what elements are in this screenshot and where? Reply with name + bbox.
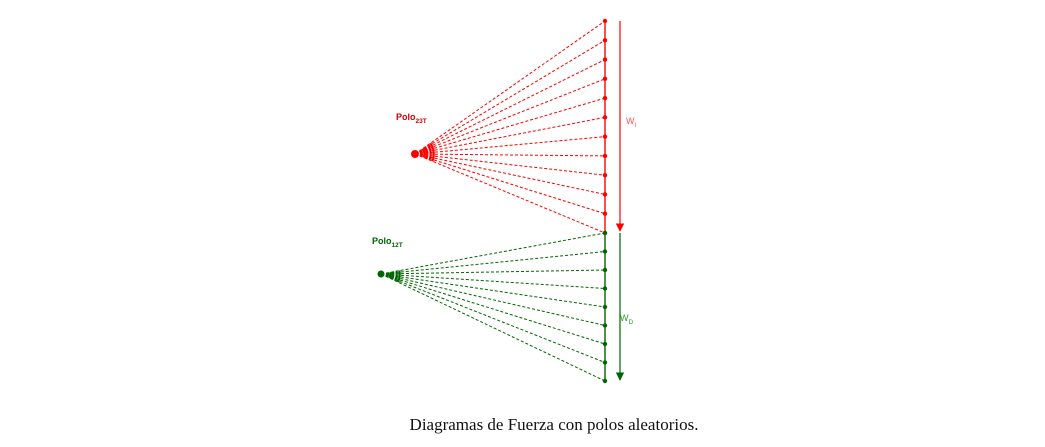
pole-arc	[421, 148, 426, 158]
pole-23t-label: Polo23T	[396, 112, 427, 125]
load-point	[602, 323, 608, 328]
pole-arc	[394, 271, 398, 282]
pole-ray	[380, 251, 606, 275]
wd-label-main: W	[620, 313, 629, 323]
load-point	[602, 153, 608, 159]
pole-ray	[414, 153, 606, 157]
load-point	[602, 211, 608, 216]
green-load-points	[602, 230, 608, 384]
pole-arc	[388, 272, 392, 279]
pole-ray	[380, 269, 606, 275]
pole-ray	[414, 97, 606, 155]
wi-label-sub: I	[635, 122, 637, 129]
load-point	[602, 115, 608, 120]
pole-arc	[385, 272, 388, 278]
pole-ray	[414, 59, 606, 155]
pole-arc	[424, 146, 429, 160]
pole-arc	[397, 270, 401, 283]
pole-23t-label-sub: 23T	[416, 118, 427, 125]
load-point	[602, 172, 608, 178]
load-point	[602, 18, 608, 24]
pole-ray	[414, 153, 606, 215]
figure-caption: Diagramas de Fuerza con polos aleatorios…	[410, 415, 699, 434]
load-point	[602, 360, 608, 365]
pole-ray	[414, 153, 606, 195]
load-point	[602, 378, 608, 384]
red-pole-arcs	[419, 142, 435, 162]
pole-ray	[380, 273, 606, 363]
pole-12t-label: Polo12T	[372, 236, 403, 249]
load-point	[602, 230, 608, 236]
load-point	[602, 341, 608, 347]
red-load-points	[602, 18, 608, 236]
pole-arc	[419, 149, 422, 157]
pole-ray	[414, 153, 606, 176]
pole-ray	[380, 273, 606, 289]
pole-23t-point	[411, 150, 419, 158]
load-point	[602, 304, 608, 310]
wi-label-main: W	[626, 116, 635, 126]
load-point	[602, 76, 608, 82]
load-point	[602, 267, 608, 273]
pole-ray	[414, 153, 606, 234]
pole-arc	[391, 271, 395, 280]
wd-force-label: WD	[620, 313, 634, 326]
green-pole-arcs	[385, 270, 401, 283]
pole-ray	[380, 273, 606, 308]
pole-23t-label-main: Polo	[396, 112, 416, 122]
wi-force-label: WI	[626, 116, 637, 129]
wd-label-sub: D	[629, 319, 634, 326]
pole-ray	[380, 232, 606, 275]
pole-ray	[414, 136, 606, 155]
load-point	[602, 192, 608, 197]
pole-ray	[414, 39, 606, 155]
pole-ray	[414, 116, 606, 155]
pole-12t-label-main: Polo	[372, 236, 392, 246]
load-point	[602, 57, 608, 62]
pole-ray	[380, 273, 606, 326]
pole-ray	[380, 273, 606, 345]
load-point	[602, 95, 608, 101]
pole-arc	[429, 142, 435, 162]
load-point	[602, 134, 608, 139]
load-point	[602, 38, 608, 43]
pole-arc	[426, 144, 432, 161]
load-point	[602, 249, 608, 254]
pole-12t-label-sub: 12T	[392, 242, 403, 249]
green-pole-rays	[380, 232, 606, 382]
pole-12t-point	[377, 270, 385, 278]
pole-ray	[414, 20, 606, 155]
pole-ray	[414, 78, 606, 155]
load-point	[602, 286, 608, 291]
pole-ray	[380, 273, 606, 382]
red-pole-rays	[414, 20, 606, 234]
